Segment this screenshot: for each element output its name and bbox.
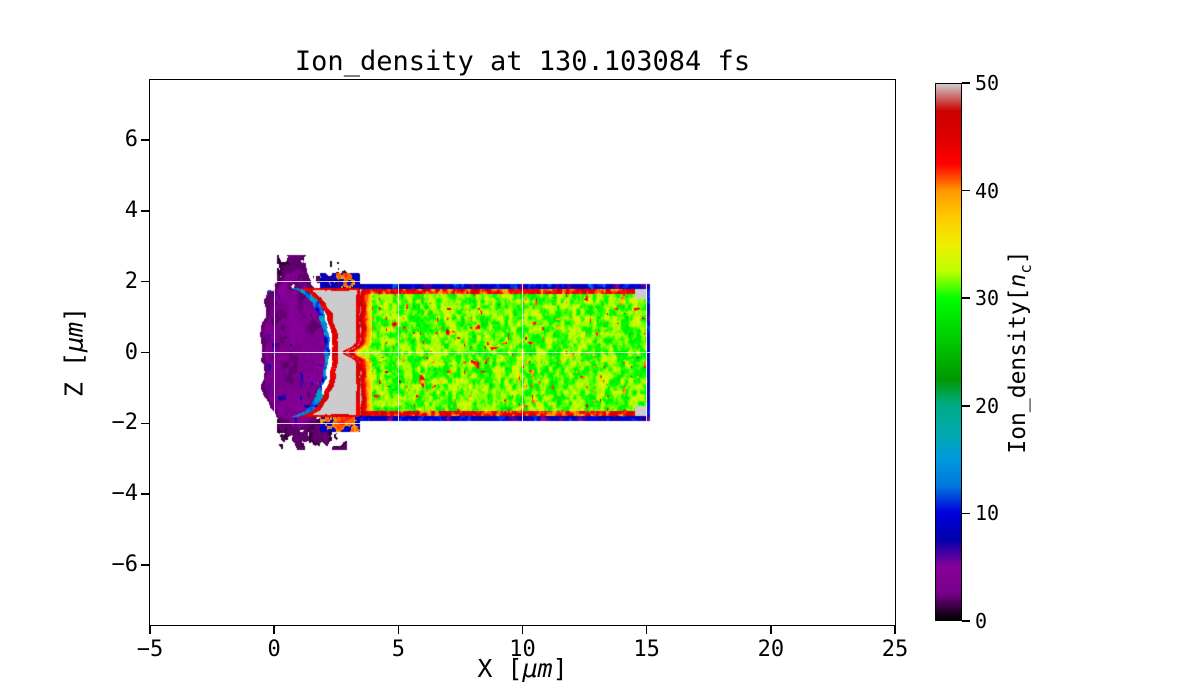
y-tick-label: 0 bbox=[124, 339, 138, 365]
colorbar-tick-label: 30 bbox=[975, 286, 1000, 311]
plot-area bbox=[148, 78, 896, 626]
x-tick-label: 0 bbox=[267, 637, 281, 662]
colorbar-gradient bbox=[935, 83, 962, 621]
y-tick-mark bbox=[141, 139, 149, 141]
y-tick-mark bbox=[141, 280, 149, 283]
colorbar-tick-mark bbox=[962, 189, 970, 192]
y-tick-label: −4 bbox=[111, 481, 139, 507]
y-tick-mark bbox=[141, 422, 149, 425]
y-tick-label: −6 bbox=[111, 551, 139, 577]
colorbar-tick-mark bbox=[962, 82, 970, 84]
colorbar-tick-label: 20 bbox=[975, 393, 1000, 418]
y-tick-label: −2 bbox=[111, 410, 139, 436]
x-tick-label: 15 bbox=[633, 637, 660, 662]
colorbar-tick-label: 40 bbox=[975, 178, 1000, 203]
colorbar-label: Ion_density[nc] bbox=[1005, 250, 1035, 453]
colorbar-tick-label: 10 bbox=[975, 501, 1000, 526]
x-axis-unit: μm bbox=[522, 654, 553, 683]
x-tick-label: 5 bbox=[391, 637, 405, 662]
colorbar-tick-mark bbox=[962, 620, 970, 622]
x-tick-label: 25 bbox=[881, 637, 909, 662]
y-tick-mark bbox=[141, 564, 149, 566]
y-gridline bbox=[150, 422, 895, 424]
y-tick-mark bbox=[141, 351, 149, 354]
x-tick-mark bbox=[770, 626, 772, 634]
y-tick-label: 2 bbox=[124, 268, 138, 294]
y-tick-mark bbox=[141, 210, 149, 212]
x-axis-label: X [μm] bbox=[150, 654, 895, 683]
y-gridline bbox=[150, 139, 895, 141]
x-tick-mark bbox=[645, 626, 648, 634]
x-axis-label-text: X [ bbox=[477, 654, 523, 683]
colorbar-tick-mark bbox=[962, 512, 970, 515]
x-axis-label-close: ] bbox=[552, 654, 568, 683]
colorbar-tick-mark bbox=[962, 297, 970, 299]
y-gridline bbox=[150, 210, 895, 212]
colorbar-tick-label: 50 bbox=[975, 71, 1000, 95]
x-tick-label: 10 bbox=[509, 637, 536, 662]
y-tick-label: 4 bbox=[124, 197, 138, 223]
y-gridline bbox=[150, 564, 895, 566]
colorbar-tick-mark bbox=[962, 405, 970, 407]
x-tick-mark bbox=[149, 626, 151, 634]
y-gridline bbox=[150, 281, 895, 283]
x-tick-label: −5 bbox=[136, 637, 164, 662]
plot-title: Ion_density at 130.103084 fs bbox=[294, 46, 751, 77]
colorbar-label-sub: c bbox=[1015, 264, 1035, 274]
colorbar bbox=[935, 83, 962, 621]
x-tick-mark bbox=[397, 626, 400, 634]
y-gridline bbox=[150, 493, 895, 495]
x-tick-mark bbox=[273, 626, 275, 634]
y-gridline bbox=[150, 351, 895, 354]
x-tick-mark bbox=[521, 626, 524, 634]
colorbar-tick-label: 0 bbox=[975, 609, 988, 633]
y-axis-label-close: ] bbox=[59, 306, 89, 322]
x-tick-label: 20 bbox=[757, 637, 785, 662]
colorbar-label-text: Ion_density[ bbox=[1005, 287, 1032, 454]
colorbar-label-var: n bbox=[1005, 273, 1032, 288]
y-tick-label: 6 bbox=[124, 127, 138, 153]
y-tick-mark bbox=[141, 493, 149, 495]
x-tick-mark bbox=[894, 626, 896, 634]
colorbar-label-close: ] bbox=[1005, 250, 1032, 265]
